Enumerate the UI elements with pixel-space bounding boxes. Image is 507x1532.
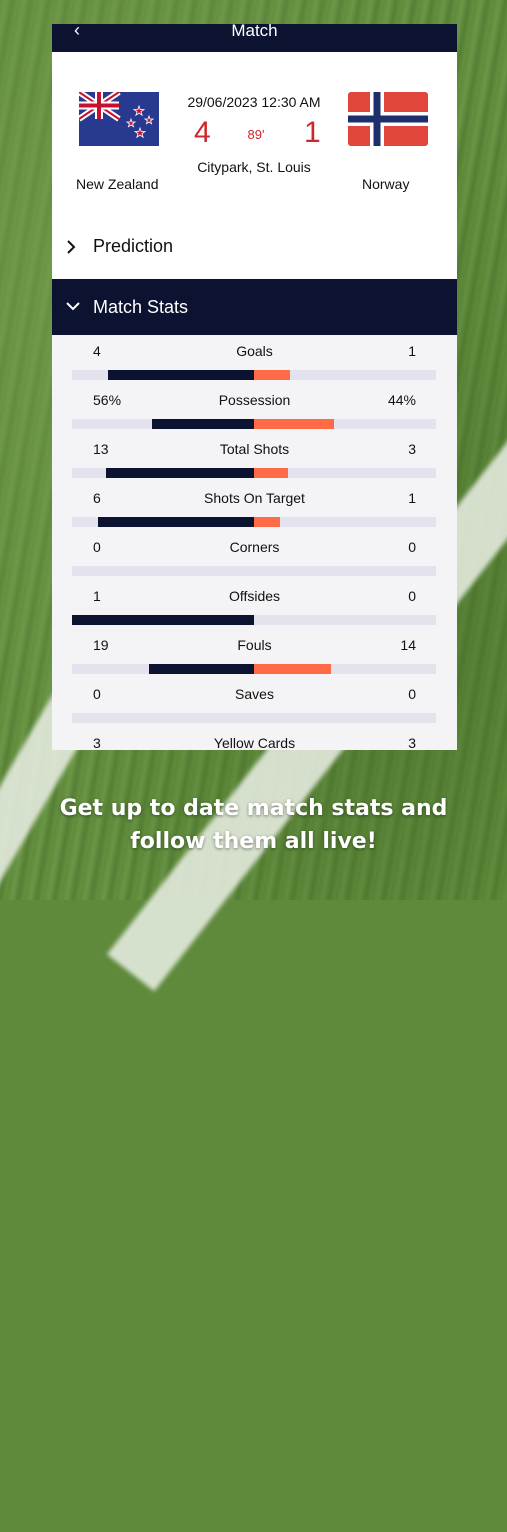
stat-bar-home bbox=[106, 468, 254, 478]
stat-row: 0 Corners 0 bbox=[52, 533, 457, 582]
prediction-label: Prediction bbox=[93, 236, 174, 256]
stat-away-value: 0 bbox=[408, 686, 416, 702]
away-score: 1 bbox=[304, 116, 321, 149]
stat-bar-track bbox=[72, 615, 436, 625]
stat-away-value: 3 bbox=[408, 441, 416, 457]
stat-bar-track bbox=[72, 419, 436, 429]
match-venue: Citypark, St. Louis bbox=[197, 159, 311, 175]
stat-row: 3 Yellow Cards 3 bbox=[52, 729, 457, 750]
stat-bar-home bbox=[72, 615, 254, 625]
stat-bar-away bbox=[254, 419, 334, 429]
stats-list: 4 Goals 1 56% Possession 44% 13 Total Shots 3 6 Sh… bbox=[52, 335, 457, 750]
stat-label: Corners bbox=[229, 539, 280, 555]
stat-label: Fouls bbox=[237, 637, 272, 653]
match-stats-label: Match Stats bbox=[93, 297, 189, 317]
app-screen: ‹ Match New Zealand Norway 29/06/2023 12… bbox=[52, 24, 457, 750]
away-team-name: Norway bbox=[362, 176, 410, 192]
stat-home-value: 4 bbox=[93, 343, 101, 359]
norway-flag-icon bbox=[348, 92, 428, 146]
stat-bar-home bbox=[152, 419, 254, 429]
prediction-toggle[interactable]: Prediction bbox=[52, 229, 457, 269]
stat-label: Saves bbox=[235, 686, 274, 702]
promo-caption-line: Get up to date match stats and bbox=[59, 796, 448, 821]
stat-home-value: 1 bbox=[93, 588, 101, 604]
stat-row: 0 Saves 0 bbox=[52, 680, 457, 729]
stat-label: Shots On Target bbox=[204, 490, 305, 506]
stat-away-value: 1 bbox=[408, 490, 416, 506]
stat-away-value: 0 bbox=[408, 588, 416, 604]
top-bar: ‹ Match bbox=[52, 24, 457, 52]
stat-away-value: 3 bbox=[408, 735, 416, 750]
stat-away-value: 1 bbox=[408, 343, 416, 359]
stat-home-value: 56% bbox=[93, 392, 122, 408]
stat-home-value: 0 bbox=[93, 686, 101, 702]
stat-row: 19 Fouls 14 bbox=[52, 631, 457, 680]
stat-away-value: 44% bbox=[387, 392, 416, 408]
stat-home-value: 3 bbox=[93, 735, 101, 750]
stat-row: 1 Offsides 0 bbox=[52, 582, 457, 631]
stat-bar-track bbox=[72, 370, 436, 380]
stat-label: Offsides bbox=[228, 588, 281, 604]
back-chevron-icon[interactable]: ‹ bbox=[74, 24, 80, 40]
stat-row: 6 Shots On Target 1 bbox=[52, 484, 457, 533]
page-title: Match bbox=[231, 24, 278, 40]
stat-away-value: 0 bbox=[408, 539, 416, 555]
stat-bar-home bbox=[149, 664, 254, 674]
match-datetime: 29/06/2023 12:30 AM bbox=[187, 94, 321, 110]
stat-bar-home bbox=[108, 370, 254, 380]
stat-label: Yellow Cards bbox=[213, 735, 296, 750]
stat-row: 4 Goals 1 bbox=[52, 337, 457, 386]
promo-caption-line: follow them all live! bbox=[130, 829, 377, 854]
stat-row: 13 Total Shots 3 bbox=[52, 435, 457, 484]
chevron-right-icon bbox=[66, 240, 76, 257]
stat-bar-track bbox=[72, 713, 436, 723]
stat-bar-away bbox=[254, 370, 290, 380]
stat-home-value: 13 bbox=[93, 441, 109, 457]
stat-row: 56% Possession 44% bbox=[52, 386, 457, 435]
stat-label: Total Shots bbox=[219, 441, 290, 457]
new-zealand-flag-icon bbox=[79, 92, 159, 146]
stat-label: Possession bbox=[218, 392, 291, 408]
stat-label: Goals bbox=[236, 343, 273, 359]
stat-home-value: 19 bbox=[93, 637, 109, 653]
stat-bar-away bbox=[254, 468, 288, 478]
stat-bar-away bbox=[254, 664, 331, 674]
stat-home-value: 6 bbox=[93, 490, 101, 506]
chevron-down-icon bbox=[66, 298, 80, 314]
stat-away-value: 14 bbox=[400, 637, 416, 653]
stat-home-value: 0 bbox=[93, 539, 101, 555]
match-stats-toggle[interactable]: Match Stats bbox=[52, 279, 457, 335]
stat-bar-track bbox=[72, 517, 436, 527]
stat-bar-away bbox=[254, 517, 280, 527]
stat-bar-home bbox=[98, 517, 254, 527]
stat-bar-track bbox=[72, 468, 436, 478]
home-score: 4 bbox=[194, 116, 211, 149]
home-team-name: New Zealand bbox=[76, 176, 159, 192]
match-minute: 89' bbox=[247, 127, 265, 142]
promo-caption: Get up to date match stats and follow th… bbox=[0, 792, 507, 858]
stat-bar-track bbox=[72, 664, 436, 674]
stat-bar-track bbox=[72, 566, 436, 576]
